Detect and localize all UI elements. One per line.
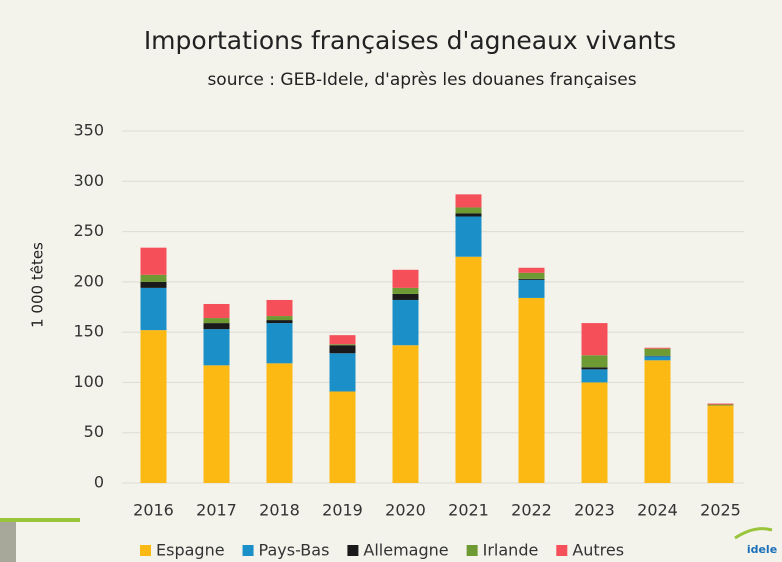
bar-segment (644, 348, 671, 356)
bar-segment (140, 330, 167, 483)
x-tick-label: 2021 (448, 501, 489, 520)
bar-segment (203, 323, 230, 330)
bar-segment (455, 256, 482, 483)
bar-segment (266, 299, 293, 317)
bar-segment (392, 299, 419, 346)
y-tick-label: 350 (73, 121, 104, 140)
legend-swatch (140, 545, 151, 556)
bar-segment (266, 363, 293, 483)
bar-segment (581, 323, 608, 356)
bar-segment (329, 391, 356, 483)
chart-subtitle: source : GEB-Idele, d'après les douanes … (207, 70, 636, 90)
bar-segment (581, 369, 608, 383)
bar-segment (707, 404, 734, 406)
x-tick-label: 2017 (196, 501, 237, 520)
bar-segment (329, 345, 356, 354)
y-tick-label: 200 (73, 271, 104, 290)
legend-label: Allemagne (363, 541, 448, 560)
legend-label: Autres (572, 541, 624, 560)
bar-segment (140, 281, 167, 288)
bar-segment (518, 267, 545, 273)
y-tick-label: 100 (73, 372, 104, 391)
bar-segment (392, 287, 419, 294)
bar-segment (581, 382, 608, 483)
bar-segment (455, 213, 482, 217)
bar-segment (518, 272, 545, 279)
bar-segment (329, 353, 356, 392)
bar-segment (203, 318, 230, 324)
bar-segment (644, 355, 671, 357)
bar-segment (518, 278, 545, 280)
decoration (0, 518, 16, 562)
bar-segment (455, 194, 482, 208)
bar-segment (140, 287, 167, 331)
bar-segment (203, 329, 230, 366)
x-tick-label: 2018 (259, 501, 300, 520)
legend-label: Irlande (483, 541, 539, 560)
logo: idele (747, 543, 777, 556)
x-tick-label: 2022 (511, 501, 552, 520)
x-tick-label: 2025 (700, 501, 741, 520)
x-tick-label: 2023 (574, 501, 615, 520)
legend-label: Pays-Bas (259, 541, 330, 560)
bar-segment (581, 367, 608, 370)
y-tick-label: 150 (73, 322, 104, 341)
bar-segment (392, 293, 419, 300)
legend-label: Espagne (156, 541, 225, 560)
legend-swatch (242, 545, 254, 556)
bar-segment (329, 335, 356, 345)
bar-segment (392, 269, 419, 288)
bar-segment (329, 344, 356, 346)
bar-segment (518, 279, 545, 298)
logo-swoosh (734, 527, 773, 540)
x-tick-label: 2024 (637, 501, 678, 520)
bar-segment (392, 345, 419, 483)
bar-segment (455, 207, 482, 214)
x-tick-label: 2019 (322, 501, 363, 520)
bar-segment (140, 274, 167, 282)
x-tick-label: 2020 (385, 501, 426, 520)
bar-segment (266, 320, 293, 324)
bar-segment (581, 355, 608, 368)
bar-segment (140, 247, 167, 275)
y-tick-label: 300 (73, 171, 104, 190)
x-tick-label: 2016 (133, 501, 174, 520)
legend-swatch (556, 545, 568, 556)
bar-segment (266, 316, 293, 321)
chart-title: Importations françaises d'agneaux vivant… (144, 26, 676, 55)
bar-segment (644, 347, 671, 349)
bar-segment (707, 405, 734, 483)
y-tick-label: 250 (73, 221, 104, 240)
legend-swatch (466, 545, 478, 556)
bar-segment (203, 365, 230, 483)
y-axis-label: 1 000 têtes (29, 242, 47, 328)
bar-segment (203, 303, 230, 319)
y-tick-label: 50 (84, 422, 104, 441)
bar-segment (455, 216, 482, 257)
bar-segment (707, 403, 734, 405)
bar-segment (644, 356, 671, 361)
y-tick-label: 0 (94, 473, 104, 492)
decoration (0, 518, 80, 522)
bar-segment (644, 360, 671, 483)
legend-swatch (347, 545, 359, 556)
bar-segment (266, 323, 293, 364)
bar-segment (518, 297, 545, 483)
